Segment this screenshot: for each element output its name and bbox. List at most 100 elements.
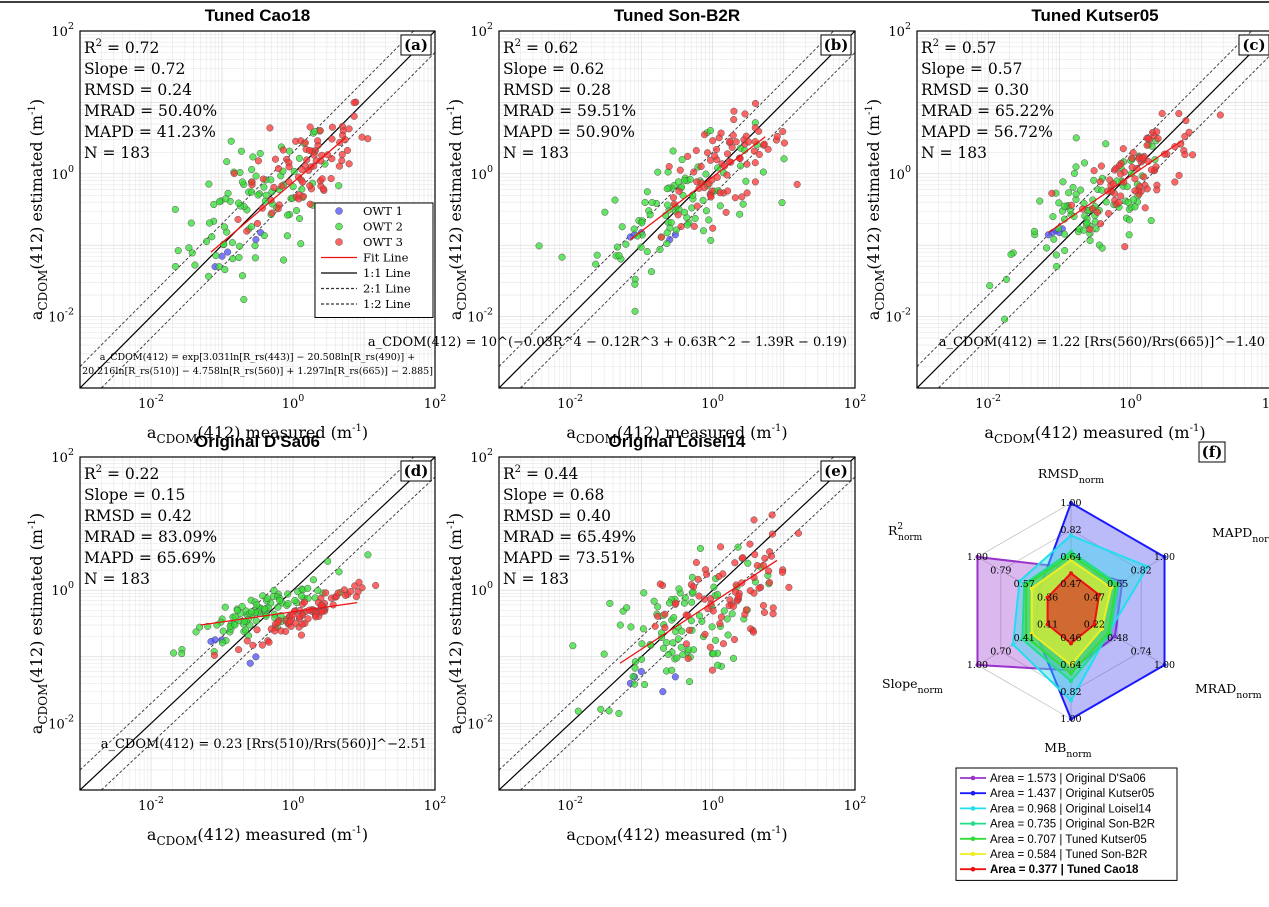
point-owt-2 (263, 595, 271, 603)
point-owt-2 (298, 592, 306, 600)
point-owt-2 (618, 223, 626, 231)
point-owt-3 (235, 646, 243, 654)
stat-rmsd: RMSD = 0.42 (84, 507, 192, 525)
point-owt-3 (751, 550, 759, 559)
radar-tick-label: 1.00 (1060, 714, 1081, 725)
point-owt-3 (249, 641, 257, 649)
point-owt-3 (1216, 111, 1224, 119)
stat-slope: Slope = 0.57 (921, 60, 1022, 78)
point-owt-3 (731, 194, 739, 202)
x-tick-label: 102 (424, 393, 447, 412)
two-to-one-line (917, 31, 1252, 367)
point-owt-3 (765, 567, 773, 575)
point-owt-2 (295, 154, 303, 162)
point-owt-3 (1153, 186, 1161, 194)
point-owt-2 (647, 268, 656, 276)
point-owt-2 (1124, 198, 1132, 206)
equation-line-1: a_CDOM(412) = exp[3.031ln[R_rs(443)] − 2… (100, 352, 415, 363)
point-owt-3 (297, 631, 305, 639)
legend-box (314, 202, 434, 318)
point-owt-2 (739, 200, 747, 208)
point-owt-2 (238, 272, 247, 280)
point-owt-2 (707, 236, 715, 245)
stat-rmsd: RMSD = 0.30 (921, 81, 1029, 99)
radar-axis-label: R2 norm (888, 522, 923, 543)
point-owt-2 (654, 603, 662, 611)
point-owt-3 (322, 589, 330, 597)
point-owt-2 (220, 223, 229, 231)
point-owt-2 (1072, 163, 1080, 171)
point-owt-2 (574, 707, 582, 715)
point-owt-3 (661, 610, 669, 618)
point-owt-3 (676, 166, 684, 174)
point-owt-3 (328, 135, 336, 143)
point-owt-2 (646, 211, 654, 219)
point-owt-3 (1139, 154, 1147, 162)
point-owt-2 (249, 153, 257, 161)
point-owt-3 (1121, 243, 1129, 251)
point-owt-2 (637, 243, 645, 251)
point-owt-2 (335, 568, 343, 576)
point-owt-2 (185, 244, 193, 252)
panel-title: Original Loisel14 (609, 432, 747, 451)
point-owt-3 (310, 151, 318, 159)
point-owt-3 (750, 147, 758, 155)
radar-vertex (1092, 622, 1097, 627)
point-owt-2 (679, 651, 687, 659)
point-owt-2 (1098, 186, 1106, 194)
point-owt-3 (760, 608, 769, 617)
point-owt-3 (719, 640, 728, 648)
point-owt-3 (210, 651, 218, 659)
point-owt-3 (1105, 209, 1113, 218)
stat-n: N = 183 (503, 570, 569, 588)
point-owt-3 (319, 185, 327, 193)
plot-area (80, 31, 435, 388)
point-owt-2 (706, 127, 715, 135)
point-owt-2 (640, 589, 648, 597)
point-owt-2 (241, 626, 250, 634)
radar-vertex (1099, 626, 1104, 631)
point-owt-3 (731, 559, 739, 567)
point-owt-3 (1090, 167, 1098, 175)
point-owt-3 (732, 138, 740, 146)
panel-title: Tuned Son-B2R (614, 6, 740, 25)
point-owt-3 (693, 178, 701, 186)
point-owt-2 (170, 649, 178, 657)
plot-frame (498, 30, 856, 389)
point-owt-3 (707, 193, 715, 201)
point-owt-2 (221, 603, 229, 611)
point-owt-2 (1059, 178, 1067, 186)
stat-slope: Slope = 0.68 (503, 486, 604, 504)
y-tick-label: 10-2 (48, 713, 74, 732)
point-owt-2 (663, 639, 671, 647)
stat-rmsd: RMSD = 0.24 (84, 81, 192, 99)
point-owt-3 (651, 622, 659, 630)
y-axis-label: aCDOM(412) estimated (m-1) (27, 99, 50, 320)
point-owt-2 (641, 198, 649, 206)
y-tick-label: 10-2 (48, 307, 74, 326)
radar-vertex (1024, 583, 1029, 588)
point-owt-2 (247, 608, 256, 616)
radar-tick-label: 0.82 (1060, 687, 1081, 698)
point-owt-2 (663, 239, 671, 248)
plot-area (499, 457, 855, 790)
x-tick-label: 10-2 (557, 795, 583, 814)
radar-vertex (1145, 564, 1150, 569)
point-owt-2 (1070, 169, 1078, 177)
x-axis-label: aCDOM(412) measured (m-1) (147, 825, 368, 848)
point-owt-3 (657, 233, 666, 241)
x-axis-label: aCDOM(412) measured (m-1) (147, 423, 368, 446)
y-tick-label: 102 (888, 21, 911, 40)
radar-vertex (1109, 585, 1114, 590)
point-owt-3 (672, 599, 680, 607)
point-owt-3 (656, 580, 664, 588)
point-owt-2 (171, 205, 179, 213)
point-owt-2 (238, 178, 246, 186)
x-axis-label: aCDOM(412) measured (m-1) (566, 825, 787, 848)
one-to-one-line (80, 31, 435, 388)
point-owt-3 (345, 160, 353, 168)
point-owt-2 (1125, 231, 1133, 239)
point-owt-3 (665, 163, 673, 171)
point-owt-2 (235, 242, 244, 250)
